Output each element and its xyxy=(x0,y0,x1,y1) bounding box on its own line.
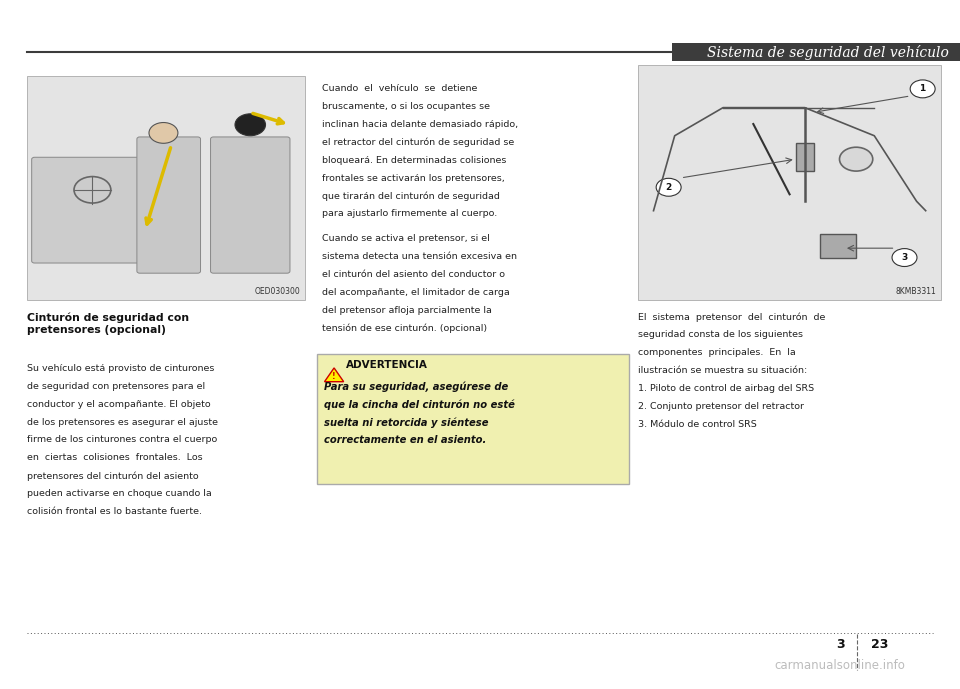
Text: carmanualsonline.info: carmanualsonline.info xyxy=(775,659,905,672)
Text: que tirarán del cinturón de seguridad: que tirarán del cinturón de seguridad xyxy=(322,192,499,201)
FancyBboxPatch shape xyxy=(820,234,856,258)
Text: Sistema de seguridad del vehículo: Sistema de seguridad del vehículo xyxy=(707,45,948,60)
Text: El  sistema  pretensor  del  cinturón  de: El sistema pretensor del cinturón de xyxy=(638,312,826,322)
FancyBboxPatch shape xyxy=(672,43,960,61)
Text: correctamente en el asiento.: correctamente en el asiento. xyxy=(324,435,487,446)
Text: para ajustarlo firmemente al cuerpo.: para ajustarlo firmemente al cuerpo. xyxy=(322,209,497,218)
Text: del pretensor afloja parcialmente la: del pretensor afloja parcialmente la xyxy=(322,306,492,315)
Text: 8KMB3311: 8KMB3311 xyxy=(896,287,936,296)
Text: 2. Conjunto pretensor del retractor: 2. Conjunto pretensor del retractor xyxy=(638,402,804,411)
Text: 3: 3 xyxy=(901,253,907,262)
FancyBboxPatch shape xyxy=(796,143,814,171)
Text: de seguridad con pretensores para el: de seguridad con pretensores para el xyxy=(27,382,205,391)
Text: OED030300: OED030300 xyxy=(254,287,300,296)
Text: ADVERTENCIA: ADVERTENCIA xyxy=(346,360,427,370)
FancyBboxPatch shape xyxy=(638,65,941,300)
Circle shape xyxy=(656,178,682,196)
Circle shape xyxy=(149,123,178,143)
Text: !: ! xyxy=(332,371,336,381)
Text: pueden activarse en choque cuando la: pueden activarse en choque cuando la xyxy=(27,489,211,498)
Circle shape xyxy=(892,249,917,267)
Text: que la cincha del cinturón no esté: que la cincha del cinturón no esté xyxy=(324,400,516,410)
Text: seguridad consta de los siguientes: seguridad consta de los siguientes xyxy=(638,330,804,339)
Polygon shape xyxy=(324,368,344,382)
Circle shape xyxy=(910,80,935,98)
Circle shape xyxy=(235,114,266,136)
FancyBboxPatch shape xyxy=(32,157,143,263)
Text: tensión de ese cinturón. (opcional): tensión de ese cinturón. (opcional) xyxy=(322,324,487,333)
Text: colisión frontal es lo bastante fuerte.: colisión frontal es lo bastante fuerte. xyxy=(27,507,202,516)
Text: el retractor del cinturón de seguridad se: el retractor del cinturón de seguridad s… xyxy=(322,138,514,147)
FancyBboxPatch shape xyxy=(210,137,290,274)
Text: Para su seguridad, asegúrese de: Para su seguridad, asegúrese de xyxy=(324,382,509,392)
Text: 2: 2 xyxy=(665,183,672,192)
Text: 3: 3 xyxy=(836,638,845,651)
Text: frontales se activarán los pretensores,: frontales se activarán los pretensores, xyxy=(322,174,504,183)
FancyBboxPatch shape xyxy=(27,76,305,300)
Circle shape xyxy=(839,147,873,171)
Text: Su vehículo está provisto de cinturones: Su vehículo está provisto de cinturones xyxy=(27,364,214,373)
Text: en  ciertas  colisiones  frontales.  Los: en ciertas colisiones frontales. Los xyxy=(27,453,203,462)
Text: Cinturón de seguridad con
pretensores (opcional): Cinturón de seguridad con pretensores (o… xyxy=(27,312,189,335)
Text: suelta ni retorcida y siéntese: suelta ni retorcida y siéntese xyxy=(324,418,489,428)
Text: el cinturón del asiento del conductor o: el cinturón del asiento del conductor o xyxy=(322,270,505,279)
Text: componentes  principales.  En  la: componentes principales. En la xyxy=(638,348,796,357)
Text: Cuando  el  vehículo  se  detiene: Cuando el vehículo se detiene xyxy=(322,84,477,93)
Text: bloqueará. En determinadas colisiones: bloqueará. En determinadas colisiones xyxy=(322,156,506,165)
Text: sistema detecta una tensión excesiva en: sistema detecta una tensión excesiva en xyxy=(322,252,516,261)
Text: conductor y el acompañante. El objeto: conductor y el acompañante. El objeto xyxy=(27,400,210,409)
Text: bruscamente, o si los ocupantes se: bruscamente, o si los ocupantes se xyxy=(322,102,490,111)
Text: del acompañante, el limitador de carga: del acompañante, el limitador de carga xyxy=(322,288,510,297)
FancyBboxPatch shape xyxy=(317,354,629,484)
Text: 1. Piloto de control de airbag del SRS: 1. Piloto de control de airbag del SRS xyxy=(638,384,814,393)
Text: 3. Módulo de control SRS: 3. Módulo de control SRS xyxy=(638,420,757,429)
Text: inclinan hacia delante demasiado rápido,: inclinan hacia delante demasiado rápido, xyxy=(322,120,517,129)
Text: pretensores del cinturón del asiento: pretensores del cinturón del asiento xyxy=(27,471,199,481)
Text: 23: 23 xyxy=(871,638,888,651)
Text: ilustración se muestra su situación:: ilustración se muestra su situación: xyxy=(638,366,807,375)
FancyBboxPatch shape xyxy=(137,137,201,274)
Text: de los pretensores es asegurar el ajuste: de los pretensores es asegurar el ajuste xyxy=(27,418,218,426)
Text: 1: 1 xyxy=(920,84,925,94)
Text: Cuando se activa el pretensor, si el: Cuando se activa el pretensor, si el xyxy=(322,234,490,243)
Text: firme de los cinturones contra el cuerpo: firme de los cinturones contra el cuerpo xyxy=(27,435,217,444)
